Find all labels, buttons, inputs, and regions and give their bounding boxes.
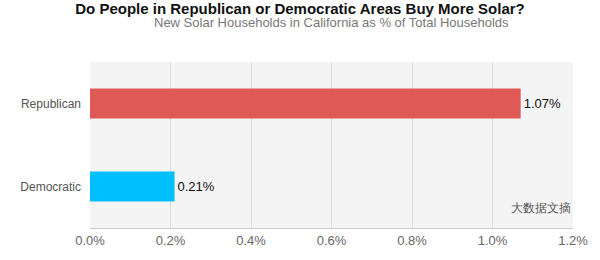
- svg-text:1.2%: 1.2%: [558, 233, 588, 248]
- svg-text:0.4%: 0.4%: [236, 233, 266, 248]
- svg-text:0.6%: 0.6%: [317, 233, 347, 248]
- svg-text:Democratic: Democratic: [20, 180, 81, 194]
- svg-text:1.07%: 1.07%: [524, 96, 561, 111]
- svg-text:大数据文摘: 大数据文摘: [511, 201, 571, 215]
- svg-text:New Solar Households in Califo: New Solar Households in California as % …: [154, 15, 509, 30]
- svg-text:Republican: Republican: [21, 97, 81, 111]
- svg-text:Do People in Republican or Dem: Do People in Republican or Democratic Ar…: [75, 0, 525, 17]
- svg-text:1.0%: 1.0%: [478, 233, 508, 248]
- svg-text:0.0%: 0.0%: [75, 233, 105, 248]
- svg-text:0.2%: 0.2%: [156, 233, 186, 248]
- svg-text:0.8%: 0.8%: [397, 233, 427, 248]
- svg-text:0.21%: 0.21%: [178, 179, 215, 194]
